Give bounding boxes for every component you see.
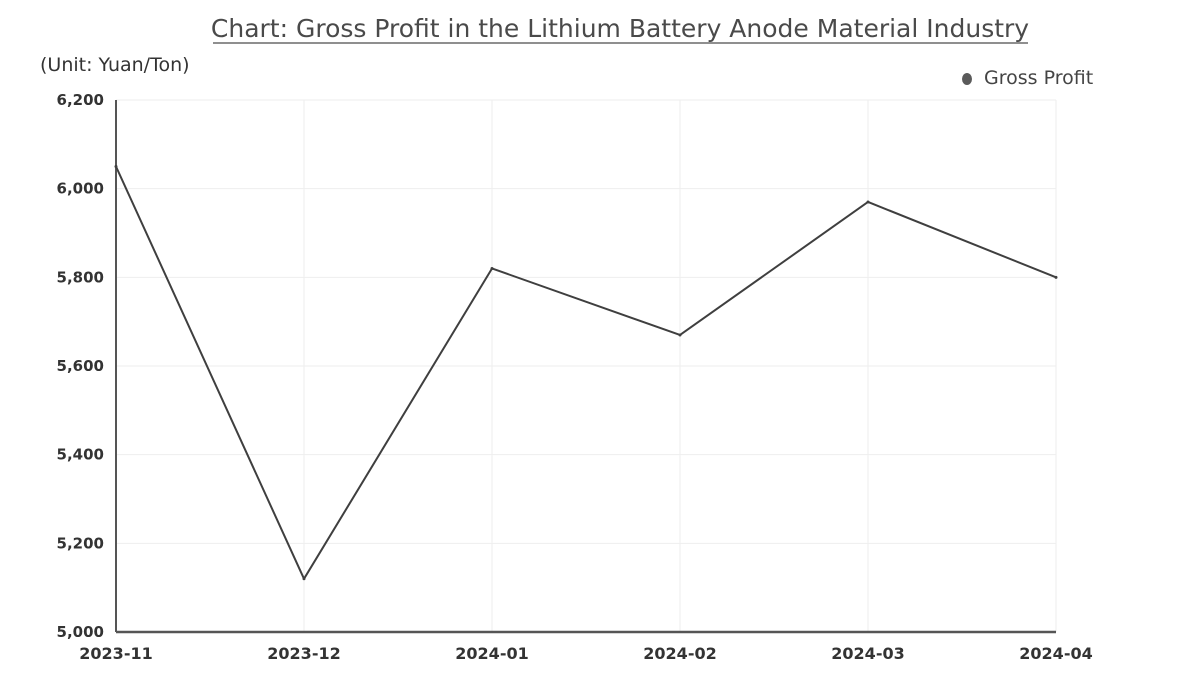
grid: [116, 99, 1057, 632]
x-axis-ticks: 2023-11 2023-12 2024-01 2024-02 2024-03 2024-…: [79, 644, 1092, 663]
axes: [115, 100, 1056, 634]
y-tick-label: 5,400: [57, 446, 104, 464]
legend-label: Gross Profit: [984, 67, 1093, 89]
series-gross-profit: [114, 165, 1058, 581]
x-tick-label: 2023-11: [79, 644, 152, 663]
data-point: [490, 266, 494, 270]
x-tick-label: 2024-02: [643, 644, 716, 663]
y-tick-label: 5,200: [57, 534, 104, 552]
y-tick-label: 6,000: [57, 180, 104, 198]
series-line-gross-profit: [115, 165, 1057, 580]
y-tick-label: 6,200: [57, 91, 104, 109]
chart-title: Chart: Gross Profit in the Lithium Batte…: [211, 14, 1029, 43]
data-point: [1054, 275, 1058, 279]
data-point: [678, 333, 682, 337]
x-tick-label: 2024-04: [1019, 644, 1092, 663]
legend-marker: [962, 73, 972, 85]
y-axis-ticks: 5,000 5,200 5,400 5,600 5,800 6,000 6,200: [57, 91, 104, 641]
y-tick-label: 5,000: [57, 623, 104, 641]
y-tick-label: 5,800: [57, 268, 104, 286]
data-point: [302, 577, 306, 581]
y-tick-label: 5,600: [57, 357, 104, 375]
x-tick-label: 2024-03: [831, 644, 904, 663]
unit-label: (Unit: Yuan/Ton): [40, 54, 190, 76]
x-tick-label: 2024-01: [455, 644, 528, 663]
x-tick-label: 2023-12: [267, 644, 340, 663]
legend: Gross Profit: [962, 67, 1093, 89]
data-point: [866, 200, 870, 204]
data-point: [114, 165, 118, 168]
